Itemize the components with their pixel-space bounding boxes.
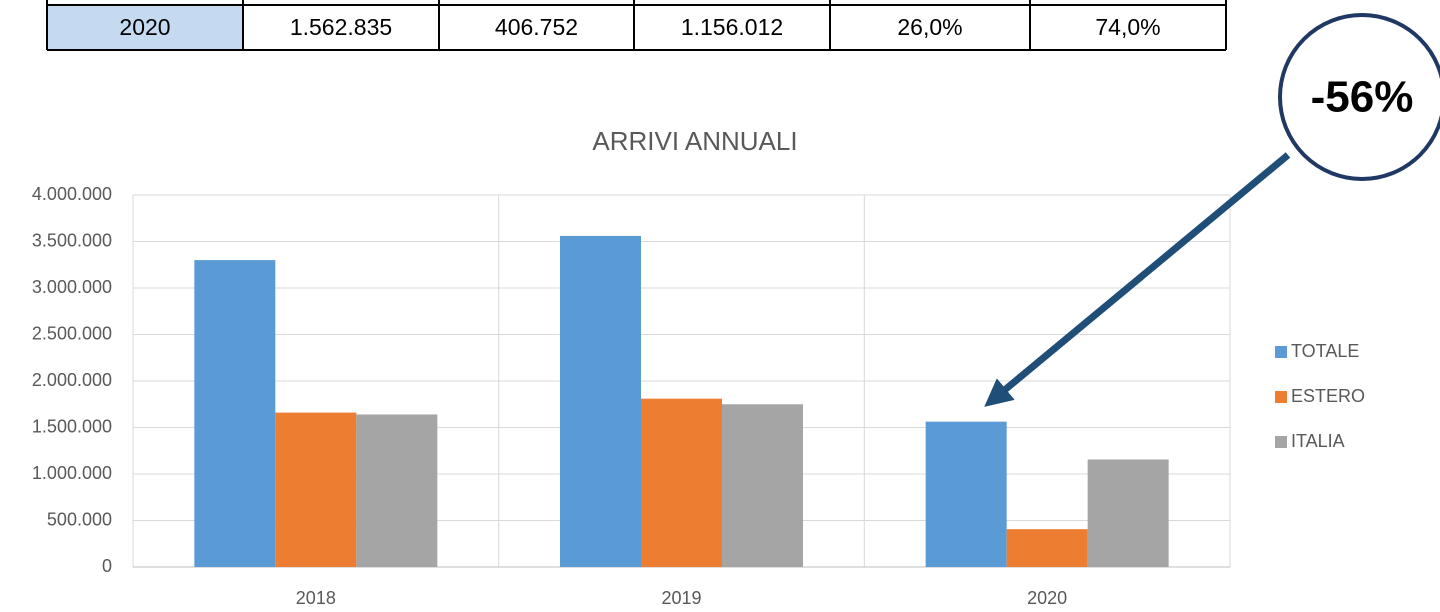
table-cell: 2020 <box>119 14 170 40</box>
y-tick-label: 3.000.000 <box>32 277 112 297</box>
bar <box>560 235 641 568</box>
bar <box>1006 529 1088 567</box>
y-tick-label: 1.000.000 <box>32 463 112 483</box>
table: 2020 1.562.835 406.752 1.156.012 26,0% 74,0% <box>46 0 1227 51</box>
bar <box>194 260 276 567</box>
x-tick-label: 2019 <box>661 588 701 607</box>
bar <box>641 398 722 567</box>
chart-title: ARRIVI ANNUALI <box>592 126 797 156</box>
callout-circle <box>1278 13 1440 181</box>
table-cell: 1.562.835 <box>290 14 392 40</box>
table-cell: 74,0% <box>1095 14 1160 40</box>
y-tick-label: 500.000 <box>47 509 112 529</box>
y-tick-label: 0 <box>102 556 112 576</box>
y-tick-label: 2.000.000 <box>32 370 112 390</box>
arrow <box>984 152 1291 407</box>
bar <box>722 404 803 567</box>
legend-label: ESTERO <box>1291 386 1365 406</box>
y-tick-label: 3.500.000 <box>32 230 112 250</box>
y-tick-label: 1.500.000 <box>32 416 112 436</box>
bar <box>275 412 357 567</box>
legend-swatch <box>1275 391 1287 403</box>
table-cell: 1.156.012 <box>681 14 783 40</box>
bar <box>1087 459 1169 567</box>
legend-swatch <box>1275 436 1287 448</box>
bar <box>356 414 438 567</box>
legend-label: TOTALE <box>1291 341 1359 361</box>
bar <box>925 421 1007 567</box>
table-cell: 406.752 <box>495 14 578 40</box>
x-tick-label: 2020 <box>1027 588 1067 607</box>
callout-text: -56% <box>1311 73 1414 122</box>
header-cell-bg <box>47 5 243 50</box>
y-tick-label: 2.500.000 <box>32 323 112 343</box>
table-cell: 26,0% <box>897 14 962 40</box>
legend-swatch <box>1275 346 1287 358</box>
y-tick-label: 4.000.000 <box>32 184 112 204</box>
x-tick-label: 2018 <box>296 588 336 607</box>
legend-label: ITALIA <box>1291 431 1345 451</box>
